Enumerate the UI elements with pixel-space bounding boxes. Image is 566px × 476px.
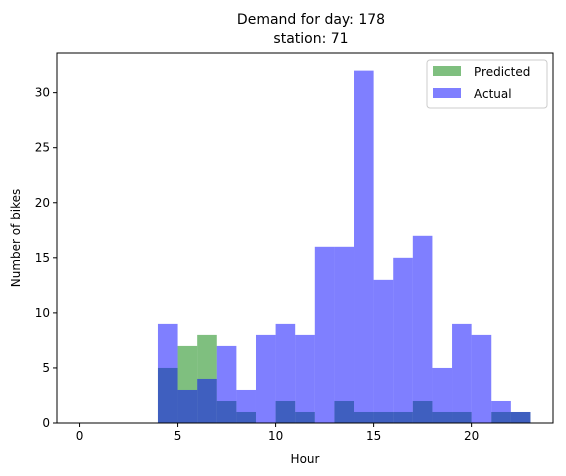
x-tick-label: 10 <box>268 429 283 443</box>
x-tick-label: 0 <box>76 429 84 443</box>
chart-title-line-1: Demand for day: 178 <box>237 12 385 28</box>
bar-actual-hour-6 <box>197 378 217 423</box>
bar-actual-hour-14 <box>354 70 374 423</box>
bar-actual-hour-9 <box>255 334 276 423</box>
bar-actual-hour-8 <box>236 389 256 423</box>
bar-actual-hour-21 <box>491 400 511 423</box>
bar-actual-hour-22 <box>510 411 531 423</box>
x-tick-label: 5 <box>174 429 182 443</box>
bar-actual-hour-11 <box>295 334 315 423</box>
bar-actual-hour-19 <box>452 323 472 423</box>
bar-actual-hour-7 <box>216 345 237 423</box>
y-axis-label: Number of bikes <box>9 189 23 288</box>
bar-actual-hour-12 <box>314 246 335 423</box>
y-tick-label: 10 <box>35 306 50 320</box>
bar-actual-hour-17 <box>412 235 433 423</box>
bar-actual-hour-13 <box>334 246 355 423</box>
bar-actual-hour-15 <box>373 279 394 423</box>
x-axis-label: Hour <box>291 452 320 466</box>
y-tick-label: 5 <box>42 361 50 375</box>
bar-actual-hour-10 <box>275 323 296 423</box>
y-tick-label: 20 <box>35 196 50 210</box>
legend-swatch-actual <box>433 88 461 98</box>
bar-actual-hour-5 <box>177 389 198 423</box>
y-tick-label: 0 <box>42 416 50 430</box>
bar-actual-hour-16 <box>393 257 413 423</box>
legend-label-predicted: Predicted <box>474 65 530 79</box>
x-tick-label: 15 <box>366 429 381 443</box>
legend-swatch-predicted <box>433 66 461 76</box>
bar-actual-hour-18 <box>432 367 453 423</box>
legend-label-actual: Actual <box>474 87 512 101</box>
axes: 0 5 10 15 20 0 5 10 15 20 25 30 <box>35 52 554 443</box>
legend: Predicted Actual <box>426 59 548 109</box>
x-tick-label: 20 <box>464 429 479 443</box>
histogram-bars <box>157 70 531 423</box>
y-tick-label: 30 <box>35 86 50 100</box>
axes-frame <box>56 52 554 424</box>
bar-actual-hour-20 <box>471 334 492 423</box>
bar-actual-hour-4 <box>157 323 178 423</box>
y-tick-label: 25 <box>35 141 50 155</box>
chart-title-line-2: station: 71 <box>273 31 348 47</box>
y-tick-label: 15 <box>35 251 50 265</box>
